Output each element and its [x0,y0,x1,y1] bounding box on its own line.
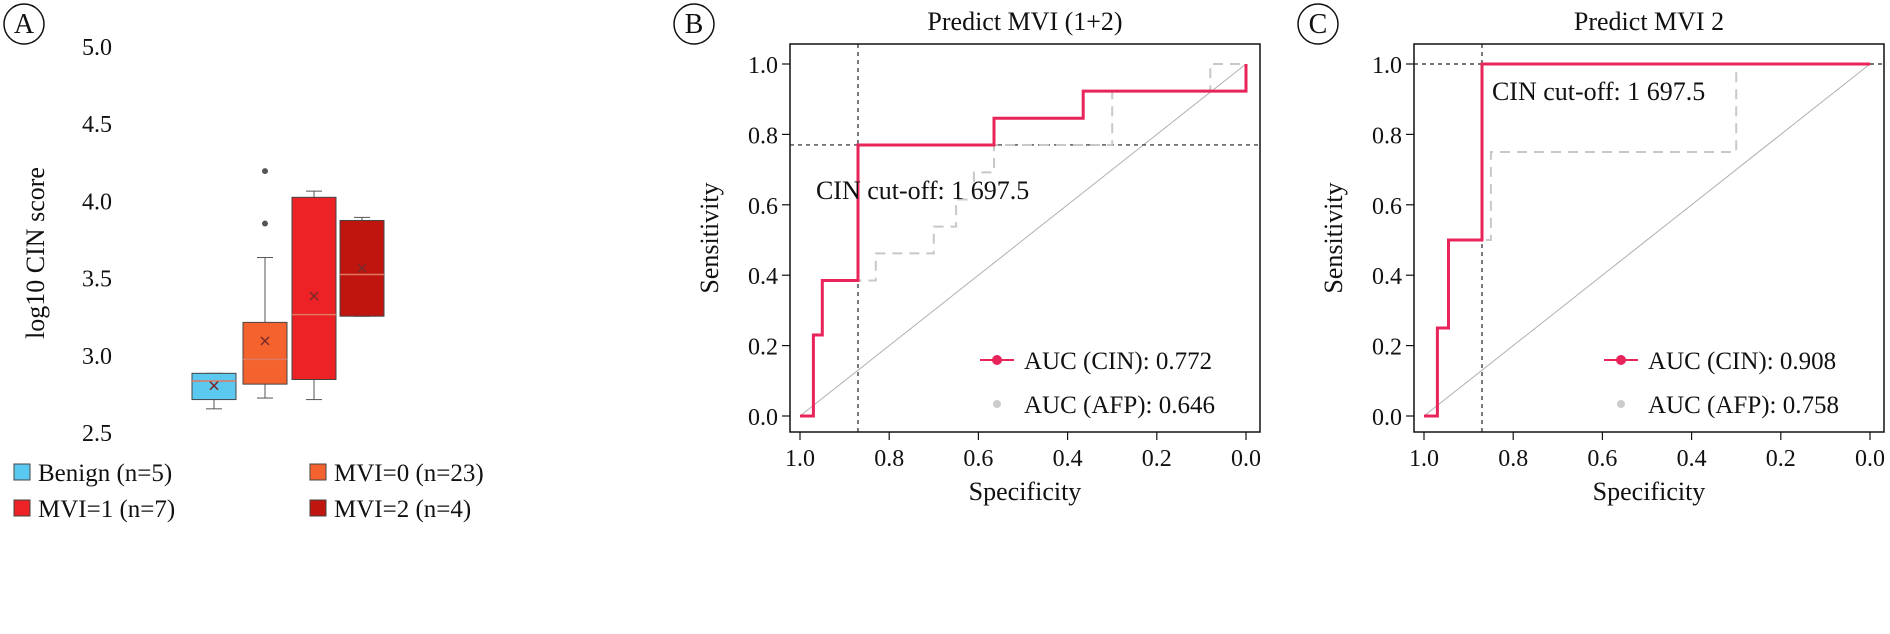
roc-y-axis-title: Sensitivity [1319,182,1348,293]
roc-legend-label-cin: AUC (CIN): 0.772 [1024,348,1212,375]
panel-a-legend-swatch [13,499,31,517]
roc-reference-diagonal [1423,63,1871,417]
panel-a-box-rect [191,372,237,401]
roc-y-tick-label: 1.0 [748,53,778,79]
roc-y-tick-label: 0.4 [1372,264,1402,290]
roc-y-tick-label: 1.0 [1372,53,1402,79]
roc-x-tick-label: 0.4 [1677,446,1707,472]
roc-reference-diagonal [799,63,1247,417]
roc-y-tick-label: 0.8 [1372,123,1402,149]
roc-x-tick-label: 0.2 [1766,446,1796,472]
roc-x-tick-label: 1.0 [1409,446,1439,472]
roc-y-axis-title: Sensitivity [695,182,724,293]
roc-y-tick-label: 0.2 [1372,335,1402,361]
panel-a-legend-label: MVI=1 (n=7) [38,496,175,523]
panel-a-y-tick-label: 5.0 [82,35,112,61]
roc-curve-afp [800,63,1246,417]
roc-x-tick-label: 0.0 [1231,446,1261,472]
roc-legend-marker-cin [992,355,1002,365]
panel-c-label-circle [1297,3,1339,45]
roc-legend-label-afp: AUC (AFP): 0.646 [1024,392,1215,419]
panel-a-box-3 [339,216,385,317]
panel-a-y-tick-label: 4.0 [82,189,112,215]
panel-a-box-1 [242,168,288,399]
roc-y-tick-label: 0.0 [1372,405,1402,431]
panel-a-mean-marker [357,263,367,273]
roc-title: Predict MVI (1+2) [927,7,1122,36]
panel-a-y-tick-label: 4.5 [82,112,112,138]
panel-a-outlier-point [262,168,268,175]
roc-y-tick-label: 0.8 [748,123,778,149]
roc-y-tick-label: 0.4 [748,264,778,290]
panel-a-legend-label: Benign (n=5) [38,460,172,487]
panel-a-box-0 [191,372,237,410]
roc-y-tick-label: 0.2 [748,335,778,361]
roc-x-tick-label: 0.2 [1142,446,1172,472]
panel-a-box-2 [291,190,337,401]
panel-a-mean-marker [309,291,319,301]
panel-a-legend-swatch [309,499,327,517]
roc-y-tick-label: 0.6 [1372,194,1402,220]
roc-x-tick-label: 0.8 [1498,446,1528,472]
roc-x-tick-label: 0.6 [1587,446,1617,472]
panel-a-legend-swatch [13,463,31,481]
roc-x-tick-label: 1.0 [785,446,815,472]
panel-a-mean-marker [209,381,219,391]
roc-plot-frame [1413,43,1885,433]
panel-a-y-tick-label: 3.5 [82,267,112,293]
roc-y-tick-label: 0.0 [748,405,778,431]
roc-x-tick-label: 0.4 [1053,446,1083,472]
roc-plot-frame [789,43,1261,433]
panel-a-mean-marker [260,336,270,346]
roc-title: Predict MVI 2 [1574,7,1724,36]
roc-x-tick-label: 0.0 [1855,446,1885,472]
roc-y-tick-label: 0.6 [748,194,778,220]
roc-cutoff-annotation: CIN cut-off: 1 697.5 [816,176,1029,205]
panel-a-box-rect [291,196,337,381]
roc-cutoff-annotation: CIN cut-off: 1 697.5 [1492,77,1705,106]
panel-a-label-circle [3,3,45,45]
panel-b-label: B [685,9,704,40]
roc-legend-label-cin: AUC (CIN): 0.908 [1648,348,1836,375]
roc-x-axis-title: Specificity [969,477,1082,506]
panel-c-label: C [1309,9,1328,40]
roc-x-tick-label: 0.8 [874,446,904,472]
roc-legend-marker-afp [993,400,1001,408]
panel-a-y-tick-label: 3.0 [82,344,112,370]
panel-a-box-rect [242,321,288,385]
roc-x-tick-label: 0.6 [963,446,993,472]
roc-legend-label-afp: AUC (AFP): 0.758 [1648,392,1839,419]
roc-legend-marker-afp [1617,400,1625,408]
panel-a-legend-swatch [309,463,327,481]
roc-legend-marker-cin [1616,355,1626,365]
roc-curve-cin [800,64,1248,418]
panel-b-label-circle [673,3,715,45]
roc-curve-cin [1424,62,1870,418]
panel-a-y-tick-label: 2.5 [82,421,112,447]
panel-a-y-axis-title: log10 CIN score [21,167,50,339]
panel-a-legend-label: MVI=0 (n=23) [334,460,484,487]
panel-a-box-rect [339,219,385,317]
roc-x-axis-title: Specificity [1593,477,1706,506]
panel-a-outlier-point [262,220,268,227]
panel-a-label: A [14,9,35,40]
panel-a-legend-label: MVI=2 (n=4) [334,496,471,523]
